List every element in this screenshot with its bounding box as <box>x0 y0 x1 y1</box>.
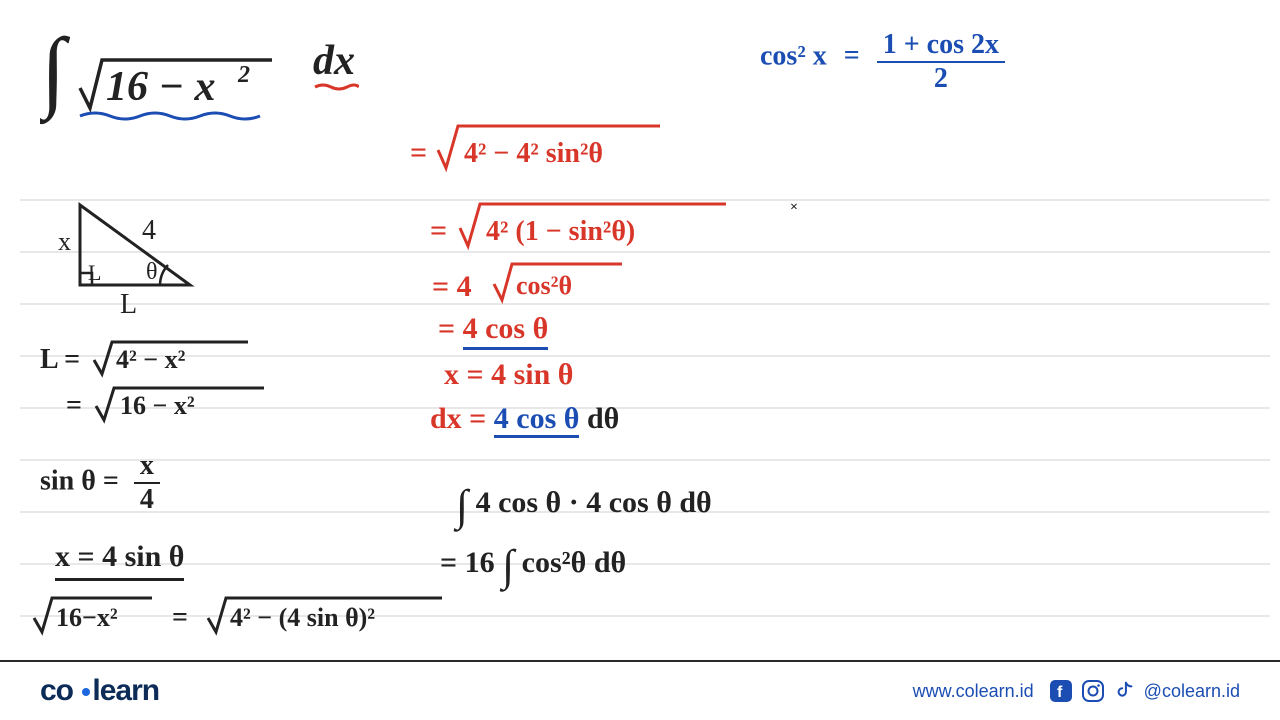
svg-text:4² (1 − sin²θ): 4² (1 − sin²θ) <box>486 216 635 247</box>
triangle-right-angle-label: L <box>88 260 101 285</box>
l-equals-line2: = 16 − x² <box>66 384 266 434</box>
footer-bar: co learn www.colearn.id f @colearn.id <box>0 660 1280 720</box>
identity-num: 1 + cos 2x <box>877 29 1005 63</box>
footer-right: www.colearn.id f @colearn.id <box>913 678 1240 704</box>
dx-label: dx <box>313 38 355 84</box>
sub-x: x = 4 sin θ <box>444 358 573 392</box>
cos-identity: cos² x = 1 + cos 2x 2 <box>760 25 1005 91</box>
svg-text:4² − (4 sin θ)²: 4² − (4 sin θ)² <box>230 603 375 632</box>
svg-text:cos²θ: cos²θ <box>516 271 572 300</box>
step3: = 4 cos²θ <box>432 260 632 316</box>
triangle-hypotenuse: 4 <box>142 215 156 246</box>
l-eq-svg: L = 4² − x² <box>40 338 250 380</box>
svg-text:16 − x²: 16 − x² <box>120 391 195 420</box>
reference-triangle: x 4 θ L L <box>50 195 210 315</box>
integral-svg: ∫ 16 − x 2 <box>40 30 300 130</box>
facebook-icon[interactable]: f <box>1048 678 1074 704</box>
integral-sub1: ∫ 4 cos θ · 4 cos θ dθ <box>456 480 712 531</box>
sin-num: x <box>134 450 160 484</box>
svg-text:=: = <box>172 602 188 633</box>
triangle-adjacent: L <box>120 289 137 315</box>
sin-theta-eq: sin θ = x 4 <box>40 450 160 516</box>
social-handle[interactable]: @colearn.id <box>1144 681 1240 702</box>
svg-text:=: = <box>410 136 427 169</box>
svg-text:=: = <box>430 214 447 247</box>
svg-text:f: f <box>1057 684 1063 701</box>
x-eq-4sin: x = 4 sin θ <box>55 540 184 581</box>
sin-lhs: sin θ = <box>40 465 119 496</box>
integral-sub2: = 16 ∫ cos²θ dθ <box>440 540 626 591</box>
svg-text:∫: ∫ <box>40 30 70 125</box>
whiteboard-canvas: ∫ 16 − x 2 dx cos² x = 1 + cos 2x 2 x 4 … <box>0 0 1280 720</box>
identity-den: 2 <box>877 63 1005 95</box>
step3-svg: = 4 cos²θ <box>432 260 632 308</box>
step2: = 4² (1 − sin²θ) <box>430 200 730 262</box>
svg-text:L =: L = <box>40 344 80 375</box>
svg-text:4² − x²: 4² − x² <box>116 345 186 374</box>
l-eq2-svg: = 16 − x² <box>66 384 266 426</box>
cursor-mark: × <box>790 200 798 216</box>
svg-text:=: = <box>66 390 82 421</box>
logo-dot <box>73 670 80 703</box>
step1-svg: = 4² − 4² sin²θ <box>410 120 670 176</box>
svg-text:2: 2 <box>237 62 250 88</box>
footer-url[interactable]: www.colearn.id <box>913 681 1034 702</box>
triangle-angle: θ <box>146 259 158 285</box>
logo-co: co <box>40 674 73 707</box>
dx-underline <box>313 82 359 92</box>
main-integral: ∫ 16 − x 2 dx <box>40 30 355 130</box>
step2-svg: = 4² (1 − sin²θ) <box>430 200 730 254</box>
step4: = 4 cos θ <box>438 312 548 346</box>
svg-text:16 − x: 16 − x <box>106 64 215 110</box>
brand-logo: co learn <box>40 674 159 708</box>
tiktok-icon[interactable] <box>1112 678 1138 704</box>
social-icons: f @colearn.id <box>1048 678 1240 704</box>
svg-text:4² − 4² sin²θ: 4² − 4² sin²θ <box>464 138 603 169</box>
identity-lhs: cos² x <box>760 40 827 71</box>
svg-text:16−x²: 16−x² <box>56 603 118 632</box>
instagram-icon[interactable] <box>1080 678 1106 704</box>
svg-text:= 4: = 4 <box>432 270 472 303</box>
l-equals-line1: L = 4² − x² <box>40 338 250 388</box>
triangle-opposite: x <box>58 227 71 256</box>
sqrt-substitution: 16−x² = 4² − (4 sin θ)² <box>32 590 452 648</box>
step1: = 4² − 4² sin²θ <box>410 120 670 184</box>
sqrt-sub-svg: 16−x² = 4² − (4 sin θ)² <box>32 590 452 640</box>
sub-dx: dx = 4 cos θ dθ <box>430 402 619 436</box>
sin-den: 4 <box>134 484 160 516</box>
logo-learn: learn <box>92 674 159 707</box>
